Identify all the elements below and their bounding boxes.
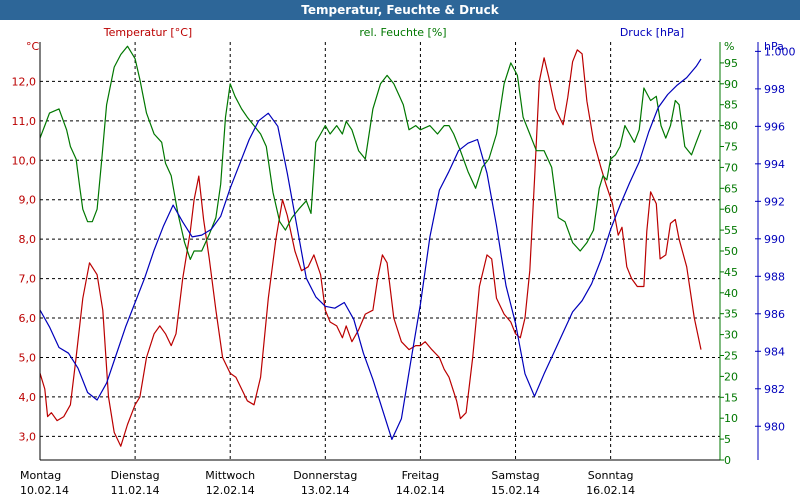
pressure-tick-label: 982 xyxy=(764,383,785,396)
temperature-tick-label: 6,0 xyxy=(19,312,37,325)
temperature-tick-label: 7,0 xyxy=(19,273,37,286)
pressure-tick-label: 988 xyxy=(764,270,785,283)
frame-layer xyxy=(39,42,721,461)
day-name-label: Mittwoch xyxy=(205,469,255,482)
temperature-tick-label: 12,0 xyxy=(12,75,37,88)
humidity-axis-label: rel. Feuchte [%] xyxy=(359,26,446,39)
humidity-tick-label: 55 xyxy=(724,224,738,237)
day-name-label: Samstag xyxy=(491,469,539,482)
day-name-label: Montag xyxy=(20,469,61,482)
humidity-tick-label: 10 xyxy=(724,412,738,425)
day-date-label: 14.02.14 xyxy=(396,484,445,497)
temperature-tick-label: 5,0 xyxy=(19,351,37,364)
day-date-label: 12.02.14 xyxy=(206,484,255,497)
humidity-series-line xyxy=(39,45,702,260)
humidity-tick-label: 80 xyxy=(724,120,738,133)
temperature-tick-label: 4,0 xyxy=(19,391,37,404)
humidity-tick-label: 65 xyxy=(724,182,738,195)
series-layer xyxy=(39,45,702,447)
humidity-tick-label: 20 xyxy=(724,370,738,383)
day-date-label: 13.02.14 xyxy=(301,484,350,497)
temperature-unit-label: °C xyxy=(26,40,40,53)
day-labels: Montag 10.02.14 Dienstag 11.02.14 Mittwoch 12… xyxy=(20,469,635,497)
day-date-label: 10.02.14 xyxy=(20,484,69,497)
temperature-series-line xyxy=(39,49,702,447)
humidity-tick-label: 50 xyxy=(724,245,738,258)
humidity-tick-label: 90 xyxy=(724,78,738,91)
pressure-axis-label: Druck [hPa] xyxy=(620,26,684,39)
temperature-tick-label: 8,0 xyxy=(19,233,37,246)
temperature-tick-label: 10,0 xyxy=(12,154,37,167)
humidity-tick-label: 0 xyxy=(724,454,731,467)
pressure-tick-label: 980 xyxy=(764,420,785,433)
pressure-tick-label: 994 xyxy=(764,158,785,171)
pressure-tick-label: 986 xyxy=(764,308,785,321)
humidity-tick-label: 75 xyxy=(724,141,738,154)
day-name-label: Donnerstag xyxy=(293,469,357,482)
humidity-tick-label: 40 xyxy=(724,287,738,300)
title-bar xyxy=(0,0,800,20)
humidity-unit-label: % xyxy=(724,40,734,53)
day-name-label: Dienstag xyxy=(111,469,160,482)
pressure-tick-label: 992 xyxy=(764,195,785,208)
temperature-tick-label: 9,0 xyxy=(19,194,37,207)
humidity-tick-label: 25 xyxy=(724,350,738,363)
humidity-tick-label: 5 xyxy=(724,433,731,446)
day-name-label: Freitag xyxy=(402,469,440,482)
humidity-tick-label: 45 xyxy=(724,266,738,279)
humidity-tick-label: 30 xyxy=(724,329,738,342)
humidity-tick-label: 60 xyxy=(724,203,738,216)
humidity-tick-label: 35 xyxy=(724,308,738,321)
ticks-layer: 3,0 4,0 5,0 6,0 7,0 8,0 9,0 10,0 11,0 12,0 0 5 10 15 2… xyxy=(12,42,796,467)
pressure-tick-label: 984 xyxy=(764,345,785,358)
pressure-tick-label: 998 xyxy=(764,83,785,96)
pressure-tick-label: 990 xyxy=(764,233,785,246)
pressure-tick-label: 1.000 xyxy=(764,45,796,58)
humidity-tick-label: 85 xyxy=(724,99,738,112)
temperature-tick-label: 11,0 xyxy=(12,115,37,128)
humidity-tick-label: 15 xyxy=(724,391,738,404)
pressure-series-line xyxy=(39,58,702,440)
humidity-tick-label: 95 xyxy=(724,57,738,70)
day-name-label: Sonntag xyxy=(588,469,634,482)
temperature-axis-label: Temperatur [°C] xyxy=(103,26,192,39)
pressure-unit-label: hPa xyxy=(764,40,784,53)
grid-layer xyxy=(40,42,720,460)
day-date-label: 16.02.14 xyxy=(586,484,635,497)
humidity-tick-label: 70 xyxy=(724,161,738,174)
chart-title: Temperatur, Feuchte & Druck xyxy=(301,3,499,17)
pressure-tick-label: 996 xyxy=(764,120,785,133)
day-date-label: 11.02.14 xyxy=(111,484,160,497)
day-date-label: 15.02.14 xyxy=(491,484,540,497)
temperature-tick-label: 3,0 xyxy=(19,430,37,443)
